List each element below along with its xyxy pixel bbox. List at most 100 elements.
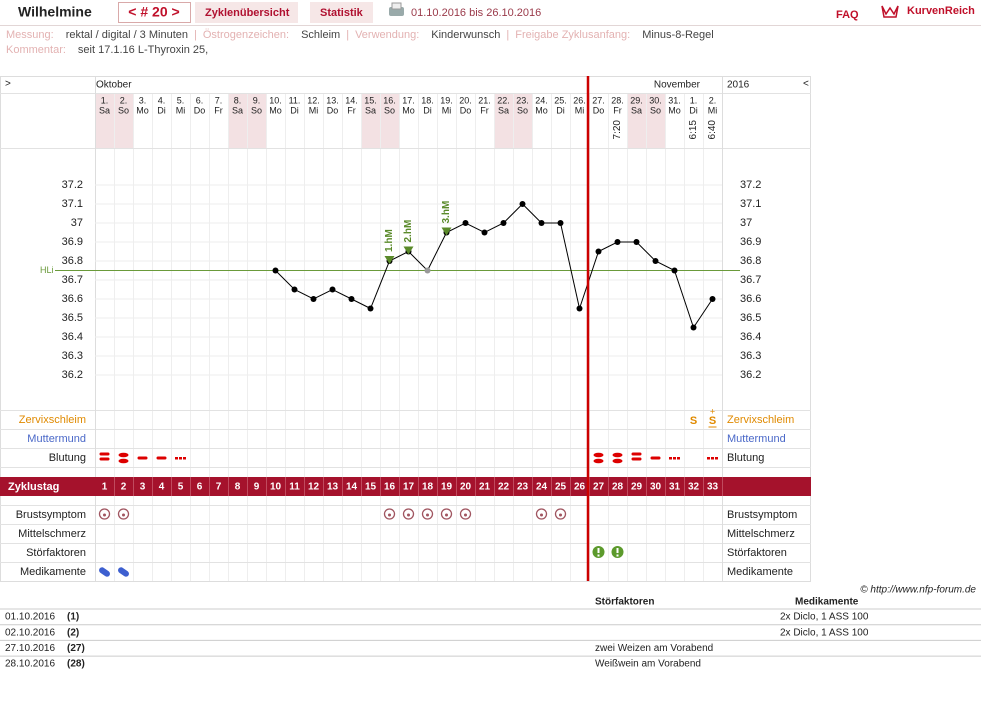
bleeding-mark (118, 452, 129, 464)
date-label: 7. (215, 95, 223, 105)
bleeding-mark (175, 457, 186, 460)
user-name: Wilhelmine (18, 4, 92, 20)
disturbance-mark (592, 546, 605, 558)
year-label: 2016 (727, 80, 750, 91)
tab[interactable] (195, 2, 298, 23)
temperature-point (348, 296, 355, 302)
breast-dot (559, 513, 562, 517)
cycle-day-label: 18 (422, 482, 434, 493)
tab-label[interactable]: Zyklenübersicht (205, 7, 290, 19)
weekend-shade (627, 93, 646, 148)
y-tick-label: 36.7 (740, 274, 761, 286)
weekday-label: Di (290, 105, 299, 115)
y-tick-label: 36.3 (62, 350, 83, 362)
cycle-day-label: 23 (517, 482, 529, 493)
separator: | (506, 29, 510, 41)
row-label: Mittelschmerz (727, 528, 795, 540)
temperature-point (576, 305, 583, 312)
cervix-sup: + (710, 406, 715, 416)
bleeding-mark (156, 456, 167, 460)
bleeding-mark (669, 457, 680, 460)
time-label: 6:40 (707, 120, 718, 140)
y-tick-label: 36.6 (62, 293, 83, 305)
weekday-label: So (384, 105, 395, 115)
bleeding-oval (118, 452, 129, 458)
breast-dot (122, 513, 125, 517)
temperature-point (519, 201, 526, 207)
breast-dot (407, 513, 410, 517)
weekend-shade (646, 93, 665, 148)
temperature-point (481, 229, 488, 236)
bleeding-mark (631, 452, 642, 461)
cycle-day-label: 33 (707, 482, 719, 493)
weekend-shade (114, 93, 133, 148)
nav-prev[interactable]: > (5, 79, 11, 90)
cervix-mark: S (690, 415, 697, 427)
temperature-point (614, 239, 621, 245)
breast-mark (459, 508, 472, 520)
date-label: 30. (649, 95, 662, 105)
weekend-shade (361, 93, 380, 148)
row-label: Muttermund (27, 433, 86, 445)
faq-link[interactable]: FAQ (836, 9, 859, 21)
weekday-label: Sa (365, 105, 376, 115)
temperature-point (310, 296, 317, 302)
bleeding-dot (175, 457, 178, 460)
weekday-label: Fr (347, 105, 356, 115)
date-label: 19. (440, 95, 453, 105)
bleeding-mark (650, 456, 661, 460)
breast-mark (383, 508, 396, 520)
temperature-point (652, 258, 659, 264)
weekday-label: Do (327, 105, 339, 115)
bleeding-dash (156, 456, 167, 460)
breast-dot (426, 513, 429, 517)
y-tick-label: 37.2 (740, 179, 761, 191)
date-label: 25. (554, 95, 567, 105)
bleeding-dash (99, 457, 110, 461)
temperature-point (690, 324, 697, 331)
bleeding-mark (707, 457, 718, 460)
cycle-day-label: 27 (593, 482, 605, 493)
time-label: 6:15 (688, 120, 699, 140)
breast-dot (540, 513, 543, 517)
y-tick-label: 36.9 (740, 236, 761, 248)
temperature-point (709, 296, 716, 302)
weekday-label: Mo (668, 105, 681, 115)
tab[interactable] (310, 2, 373, 23)
bleeding-mark (593, 452, 604, 464)
y-tick-label: 36.4 (62, 331, 83, 343)
date-label: 12. (307, 95, 320, 105)
disturbance-bang (597, 548, 600, 553)
breast-dot (388, 513, 391, 517)
time-label: 7:20 (612, 120, 623, 140)
date-label: 1. (690, 95, 698, 105)
temperature-point (538, 220, 545, 226)
weekday-label: Mi (176, 105, 186, 115)
date-label: 29. (630, 95, 643, 105)
date-label: 24. (535, 95, 548, 105)
temperature-point (272, 267, 279, 274)
date-label: 17. (402, 95, 415, 105)
month-label: November (654, 80, 701, 91)
bleeding-oval (612, 458, 623, 464)
date-label: 11. (289, 95, 301, 105)
nav-next[interactable]: < (803, 79, 809, 90)
cycle-day-label: 31 (669, 482, 681, 493)
separator: | (346, 29, 350, 41)
weekday-label: Mo (136, 105, 149, 115)
weekday-label: Do (460, 105, 472, 115)
bleeding-dot (711, 457, 714, 460)
notes-medication: 2x Diclo, 1 ASS 100 (780, 627, 869, 638)
breast-mark (535, 508, 548, 520)
date-label: 16. (383, 95, 396, 105)
y-tick-label: 36.5 (62, 312, 83, 324)
breast-mark (98, 508, 111, 520)
date-label: 27. (592, 95, 605, 105)
cycle-day-label: 19 (441, 482, 453, 493)
y-tick-label: 37.1 (62, 198, 83, 210)
chart-frame (0, 76, 811, 582)
weekday-label: Mo (269, 105, 282, 115)
tab-label[interactable]: Statistik (320, 7, 364, 19)
weekday-label: Sa (232, 105, 243, 115)
date-label: 10. (269, 95, 282, 105)
